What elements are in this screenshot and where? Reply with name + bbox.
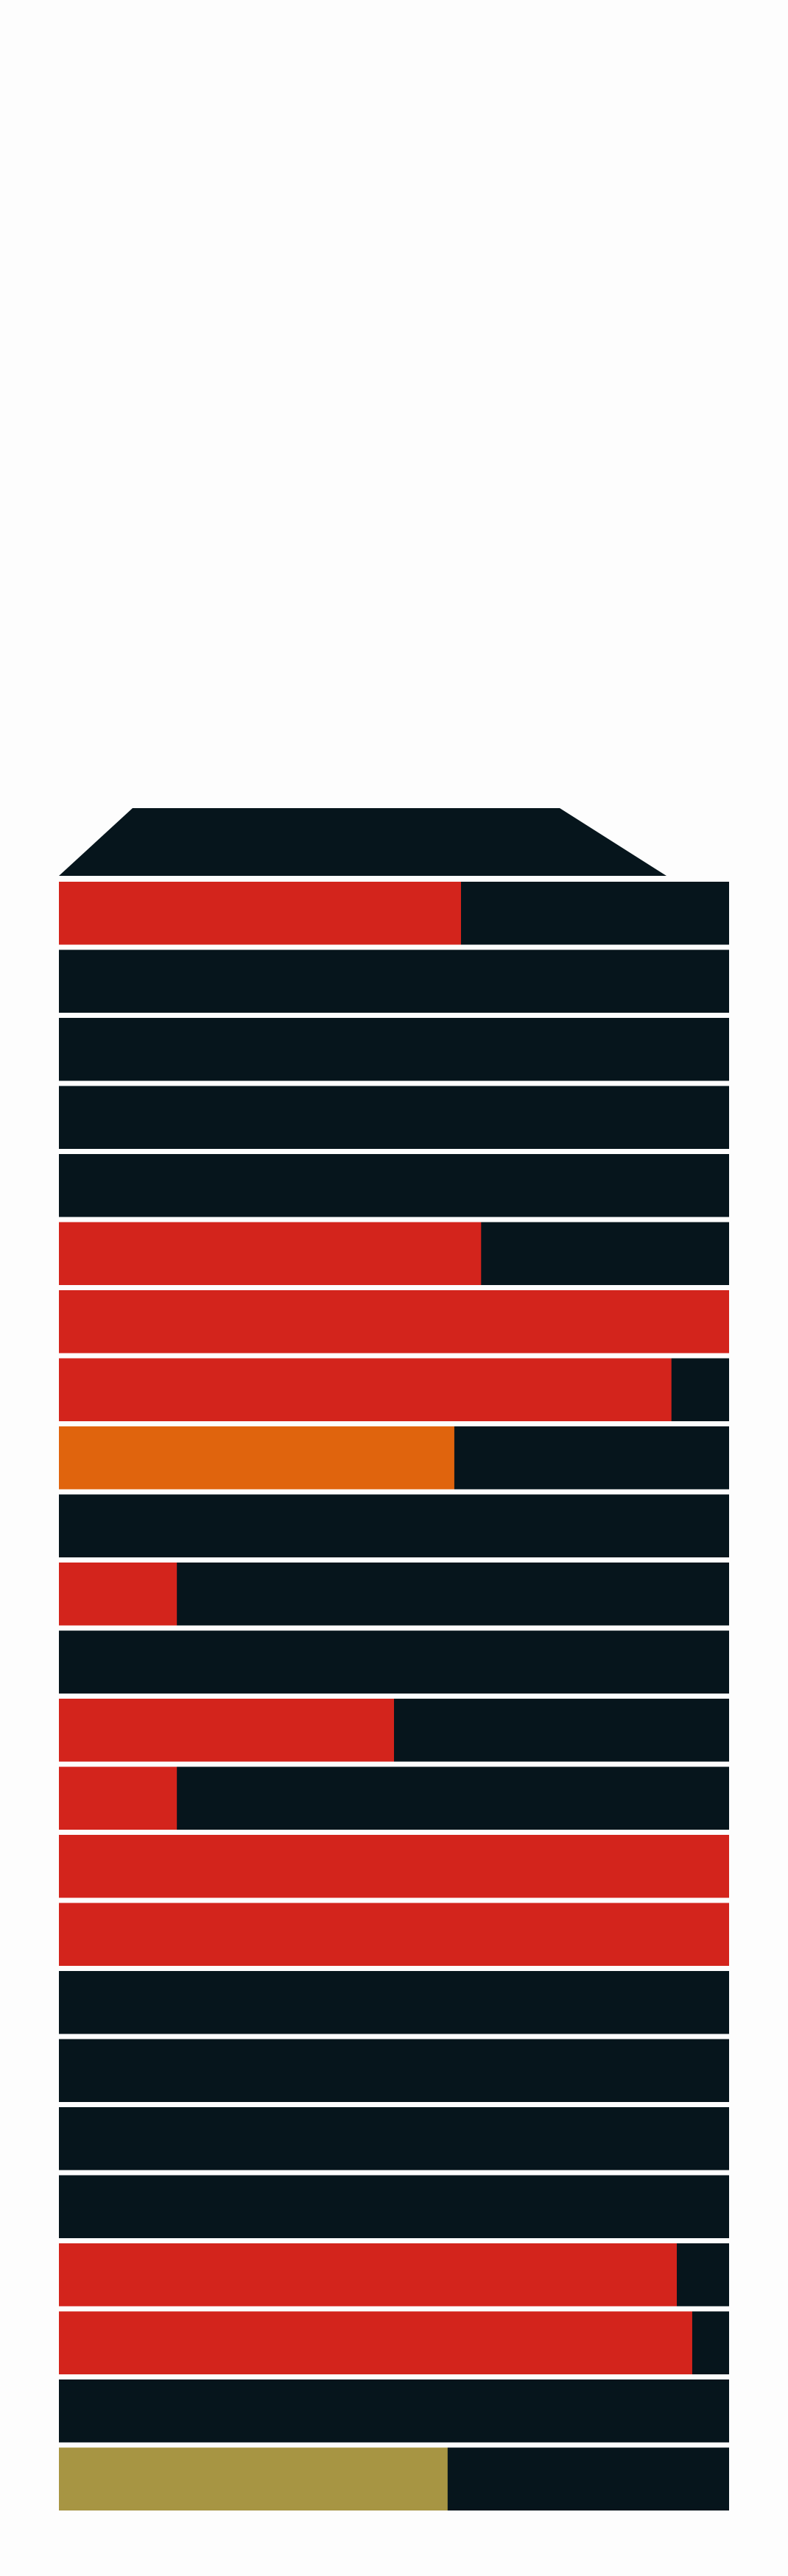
floor-4 [59, 1086, 729, 1149]
floor-17 [59, 1971, 729, 2034]
floor-18 [59, 2039, 729, 2102]
floor-20 [59, 2175, 729, 2238]
floor-occupancy-bar [59, 1358, 672, 1421]
floor-background [59, 2379, 729, 2443]
floor-11 [59, 1563, 729, 1626]
floor-occupancy-bar [59, 1426, 454, 1490]
floor-background [59, 1018, 729, 1081]
floor-occupancy-bar [59, 1563, 177, 1626]
floor-13 [59, 1699, 729, 1762]
floor-15 [59, 1835, 729, 1898]
floor-19 [59, 2107, 729, 2170]
floor-occupancy-bar [59, 1903, 729, 1966]
floor-16 [59, 1903, 729, 1966]
floor-background [59, 1086, 729, 1149]
floor-1 [59, 882, 729, 945]
floor-occupancy-bar [59, 1766, 177, 1830]
floor-14 [59, 1766, 729, 1830]
floor-22 [59, 2311, 729, 2374]
floor-background [59, 1154, 729, 1217]
floor-occupancy-bar [59, 2447, 448, 2510]
floor-occupancy-bar [59, 2311, 692, 2374]
floor-7 [59, 1290, 729, 1354]
floor-background [59, 1971, 729, 2034]
floor-2 [59, 949, 729, 1013]
floor-background [59, 2107, 729, 2170]
building-roof [59, 808, 666, 876]
floor-23 [59, 2379, 729, 2443]
floor-24 [59, 2447, 729, 2510]
floor-occupancy-bar [59, 882, 461, 945]
floor-background [59, 2039, 729, 2102]
floor-3 [59, 1018, 729, 1081]
floor-occupancy-bar [59, 1222, 482, 1285]
floor-10 [59, 1494, 729, 1557]
floor-background [59, 1494, 729, 1557]
floor-background [59, 2175, 729, 2238]
floor-background [59, 949, 729, 1013]
floor-5 [59, 1154, 729, 1217]
floor-occupancy-bar [59, 2243, 678, 2307]
floor-occupancy-bar [59, 1699, 394, 1762]
floor-occupancy-bar [59, 1290, 729, 1354]
floor-12 [59, 1630, 729, 1694]
floor-9 [59, 1426, 729, 1490]
floor-background [59, 1630, 729, 1694]
floor-stack [59, 882, 729, 2510]
floor-occupancy-bar [59, 1835, 729, 1898]
floor-21 [59, 2243, 729, 2307]
floor-8 [59, 1358, 729, 1421]
floor-6 [59, 1222, 729, 1285]
